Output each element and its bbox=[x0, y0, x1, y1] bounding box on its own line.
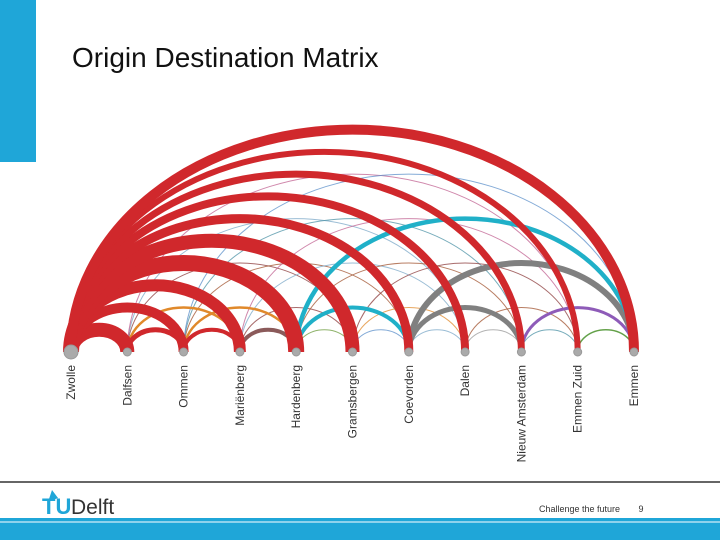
node-label: Coevorden bbox=[402, 365, 416, 424]
node-label: Hardenberg bbox=[289, 365, 303, 428]
flow-arc bbox=[293, 216, 637, 353]
flow-arc bbox=[406, 305, 524, 353]
flow-arc bbox=[66, 124, 639, 353]
arc-diagram bbox=[63, 124, 639, 353]
logo-tu: TU bbox=[42, 494, 71, 519]
node bbox=[179, 347, 189, 357]
node bbox=[122, 347, 132, 357]
node-label: Mariënberg bbox=[233, 365, 247, 426]
node-label: Ommen bbox=[177, 365, 191, 408]
node-label: Emmen Zuid bbox=[571, 365, 585, 433]
node-label: Emmen bbox=[627, 365, 641, 406]
slide-title: Origin Destination Matrix bbox=[72, 42, 379, 73]
node-label: Dalfsen bbox=[120, 365, 134, 406]
tagline: Challenge the future bbox=[539, 504, 620, 514]
node-label: Gramsbergen bbox=[346, 365, 360, 438]
flow-arc bbox=[295, 262, 522, 353]
node bbox=[629, 347, 639, 357]
footer-band bbox=[0, 518, 720, 540]
flow-arc bbox=[124, 327, 187, 353]
node-label: Zwolle bbox=[64, 365, 78, 400]
node bbox=[404, 347, 414, 357]
node bbox=[348, 347, 357, 357]
flow-arc bbox=[405, 260, 637, 353]
flow-arc bbox=[352, 262, 579, 353]
flow-arc bbox=[239, 262, 466, 353]
node bbox=[63, 344, 79, 360]
flow-arc bbox=[352, 307, 466, 353]
accent-bar bbox=[0, 0, 36, 162]
node bbox=[573, 347, 583, 357]
logo-flame bbox=[48, 490, 58, 502]
node bbox=[235, 347, 245, 357]
page-number: 9 bbox=[638, 504, 643, 514]
node bbox=[460, 347, 470, 357]
flow-arc bbox=[181, 327, 242, 353]
flow-arc bbox=[464, 307, 579, 353]
node bbox=[291, 347, 301, 357]
node bbox=[516, 347, 526, 357]
nodes: Zwolle Dalfsen Ommen Mariënberg Hardenberg Gr… bbox=[63, 344, 641, 462]
node-label: Nieuw Amsterdam bbox=[514, 365, 528, 462]
node-label: Dalen bbox=[458, 365, 472, 396]
logo-delft: Delft bbox=[71, 496, 114, 519]
